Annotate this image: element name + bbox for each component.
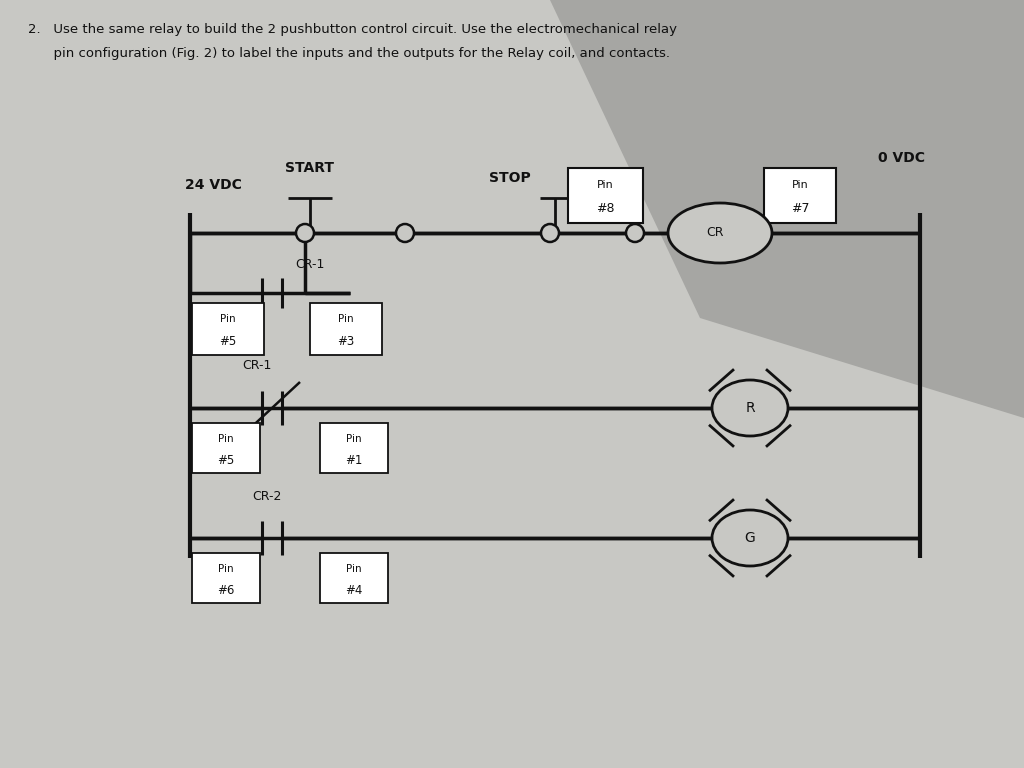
Text: Pin: Pin bbox=[218, 434, 233, 444]
Text: #3: #3 bbox=[337, 335, 354, 347]
Text: CR-1: CR-1 bbox=[295, 259, 325, 272]
Text: Pin: Pin bbox=[220, 314, 236, 324]
Text: START: START bbox=[286, 161, 335, 175]
Bar bbox=[193, 303, 264, 355]
Bar bbox=[193, 553, 260, 603]
Text: 0 VDC: 0 VDC bbox=[878, 151, 925, 165]
Text: #4: #4 bbox=[345, 584, 362, 598]
Bar bbox=[319, 423, 388, 473]
Text: #5: #5 bbox=[219, 335, 237, 347]
Text: Pin: Pin bbox=[346, 564, 361, 574]
Text: #6: #6 bbox=[217, 584, 234, 598]
Text: CR-1: CR-1 bbox=[243, 359, 271, 372]
Bar bbox=[764, 168, 836, 223]
Text: #7: #7 bbox=[791, 201, 809, 214]
Bar bbox=[310, 303, 382, 355]
Text: 24 VDC: 24 VDC bbox=[185, 178, 242, 192]
Text: Pin: Pin bbox=[338, 314, 354, 324]
Text: Pin: Pin bbox=[792, 180, 808, 190]
Ellipse shape bbox=[712, 510, 788, 566]
Text: CR-2: CR-2 bbox=[252, 489, 282, 502]
Text: #1: #1 bbox=[345, 455, 362, 468]
Bar bbox=[567, 168, 642, 223]
Ellipse shape bbox=[668, 203, 772, 263]
Text: Pin: Pin bbox=[346, 434, 361, 444]
Text: R: R bbox=[745, 401, 755, 415]
Text: #5: #5 bbox=[217, 455, 234, 468]
Text: Pin: Pin bbox=[218, 564, 233, 574]
Circle shape bbox=[541, 224, 559, 242]
Ellipse shape bbox=[712, 380, 788, 436]
Text: G: G bbox=[744, 531, 756, 545]
Text: 2.   Use the same relay to build the 2 pushbutton control circuit. Use the elect: 2. Use the same relay to build the 2 pus… bbox=[28, 24, 677, 37]
Bar bbox=[193, 423, 260, 473]
Circle shape bbox=[296, 224, 314, 242]
Text: STOP: STOP bbox=[489, 171, 530, 185]
Text: CR: CR bbox=[707, 227, 724, 240]
Polygon shape bbox=[550, 0, 1024, 418]
Text: #8: #8 bbox=[596, 201, 614, 214]
Text: Pin: Pin bbox=[597, 180, 613, 190]
Bar bbox=[319, 553, 388, 603]
Circle shape bbox=[396, 224, 414, 242]
Text: pin configuration (Fig. 2) to label the inputs and the outputs for the Relay coi: pin configuration (Fig. 2) to label the … bbox=[28, 47, 670, 59]
Circle shape bbox=[626, 224, 644, 242]
